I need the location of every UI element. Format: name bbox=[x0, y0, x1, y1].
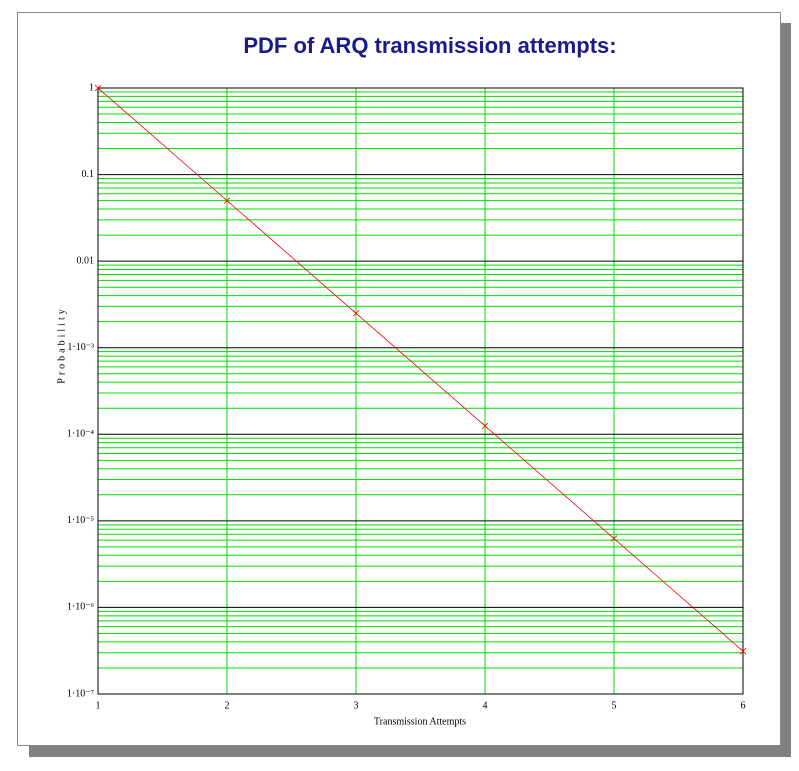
y-tick-label: 1 bbox=[89, 82, 94, 93]
y-tick-label: 0.1 bbox=[82, 169, 95, 180]
y-axis-label: Probability bbox=[56, 306, 67, 383]
plot-area bbox=[98, 88, 743, 694]
x-axis-label: Transmission Attempts bbox=[374, 716, 466, 727]
data-marker bbox=[610, 535, 618, 542]
plot-border bbox=[97, 87, 744, 695]
y-tick-label: 1·10⁻⁶ bbox=[67, 602, 95, 613]
x-tick-label: 6 bbox=[741, 700, 746, 711]
data-marker bbox=[352, 309, 360, 317]
y-tick-label: 1·10⁻³ bbox=[67, 342, 94, 353]
x-tick-label: 2 bbox=[225, 700, 230, 711]
y-tick-label: 1·10⁻⁴ bbox=[67, 429, 95, 440]
x-tick-label: 3 bbox=[354, 700, 359, 711]
y-tick-label: 0.01 bbox=[77, 255, 95, 266]
y-tick-label: 1·10⁻⁷ bbox=[67, 688, 95, 699]
x-tick-label: 4 bbox=[483, 700, 488, 711]
data-line bbox=[97, 87, 744, 652]
data-marker bbox=[94, 84, 102, 92]
y-tick-label: 1·10⁻⁵ bbox=[67, 515, 94, 526]
data-marker bbox=[481, 422, 489, 430]
x-tick-label: 5 bbox=[612, 700, 617, 711]
chart-title: PDF of ARQ transmission attempts: bbox=[243, 33, 616, 58]
data-marker bbox=[739, 647, 747, 655]
x-tick-label: 1 bbox=[96, 700, 101, 711]
data-marker bbox=[223, 197, 231, 204]
